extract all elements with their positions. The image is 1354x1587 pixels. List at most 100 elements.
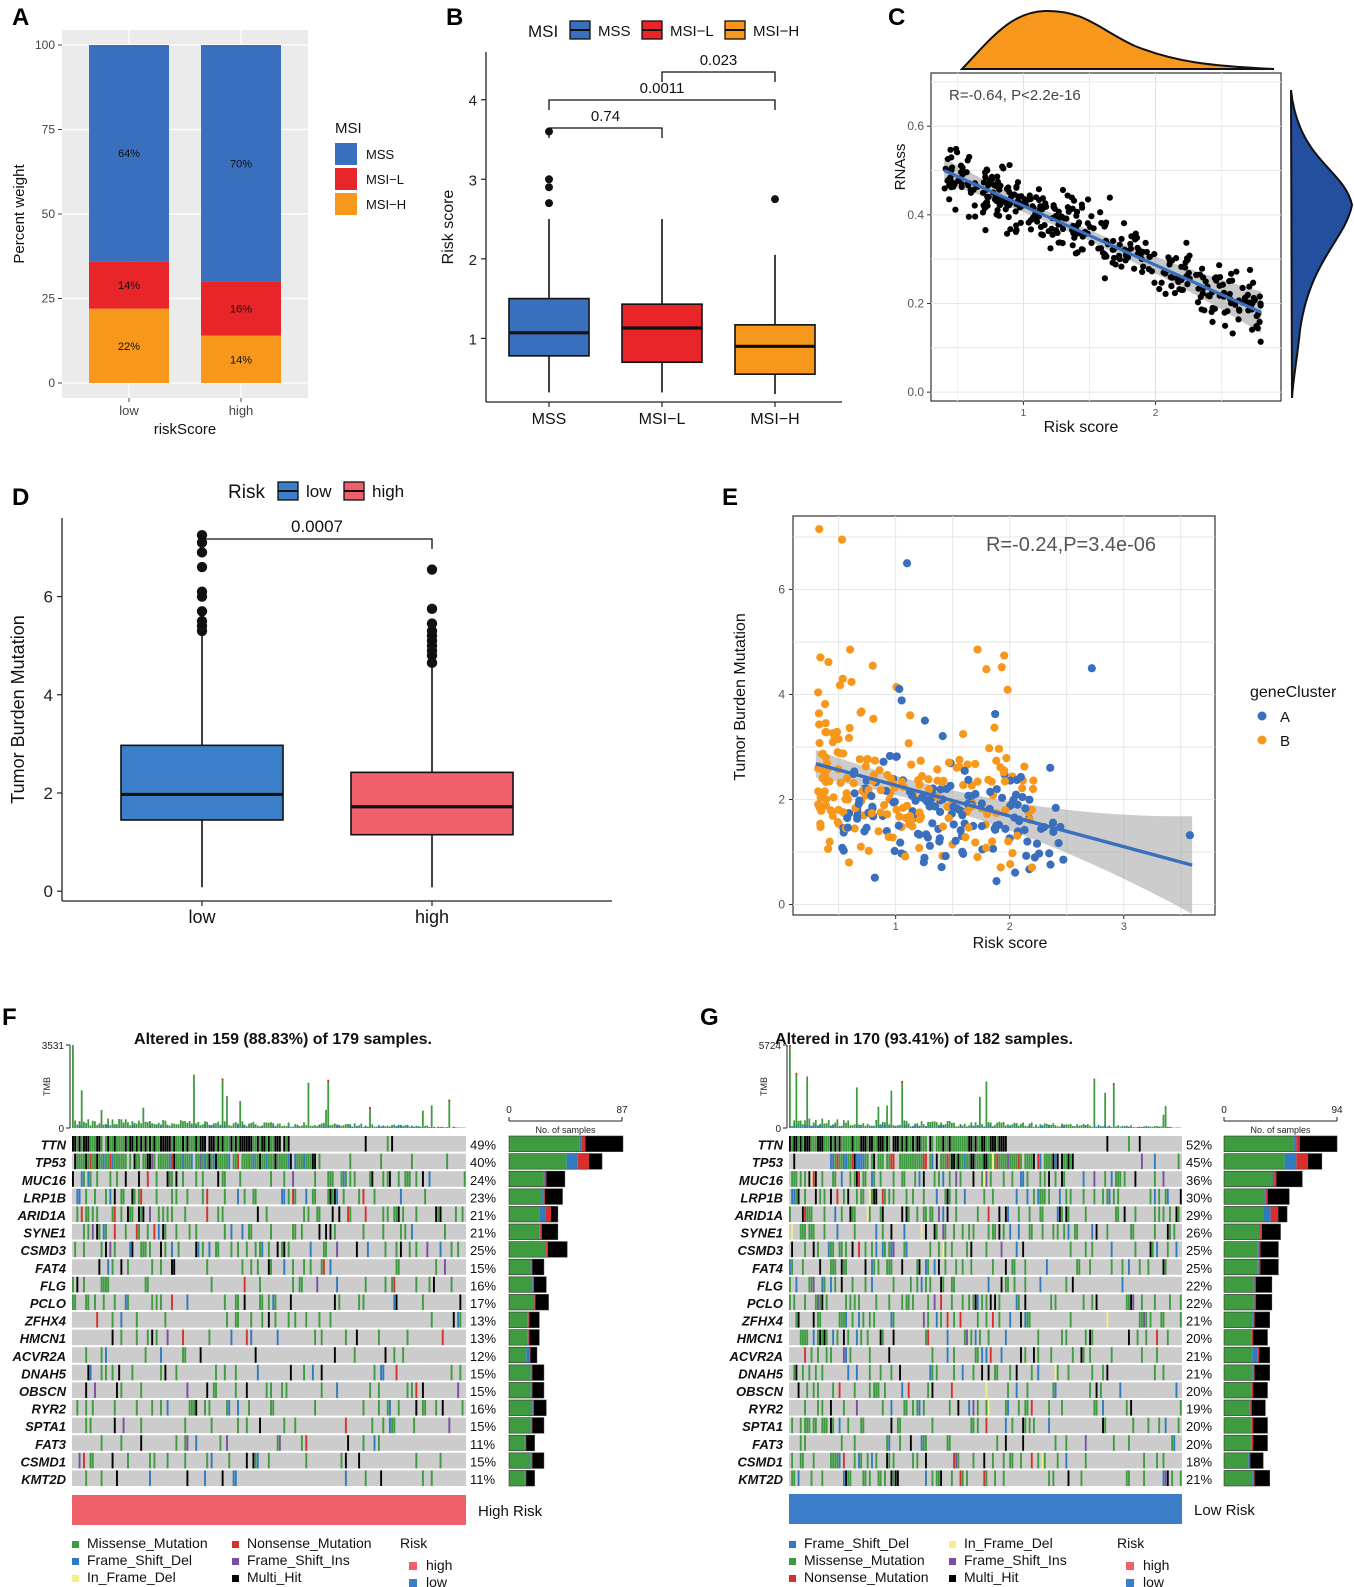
tmb-bar-segment <box>1112 1083 1115 1086</box>
mutation-cell <box>1138 1312 1141 1328</box>
mutation-cell <box>393 1276 396 1293</box>
mutation-cell <box>173 1259 176 1275</box>
mutation-cell <box>884 1382 886 1398</box>
mutation-cell <box>855 1188 858 1205</box>
legend-label: B <box>1280 733 1290 750</box>
legend-label: MSS <box>598 23 631 40</box>
data-point <box>1064 192 1071 199</box>
mutation-cell <box>825 1417 828 1434</box>
tmb-bar <box>259 1126 261 1128</box>
mutation-cell <box>142 1153 145 1170</box>
mutation-cell <box>113 1206 116 1222</box>
tmb-bar <box>100 1110 103 1128</box>
tmb-bar-segment <box>946 1125 949 1128</box>
gene-frequency-bar <box>509 1153 567 1170</box>
tmb-bar-segment <box>219 1125 222 1128</box>
data-point <box>954 177 962 184</box>
data-point-cluster-b <box>869 770 879 780</box>
gene-frequency-bar <box>531 1259 533 1275</box>
mutation-cell <box>912 1400 914 1416</box>
outlier-point <box>426 618 438 629</box>
tmb-bar <box>281 1126 283 1128</box>
mutation-cell <box>1011 1452 1014 1469</box>
mutation-cell <box>901 1136 904 1152</box>
gene-label: CSMD3 <box>20 1243 66 1258</box>
mutation-cell <box>270 1136 273 1152</box>
y-tick-label: 0.4 <box>907 208 924 222</box>
mutation-cell <box>100 1470 103 1486</box>
mutation-cell <box>186 1136 189 1152</box>
mutation-cell <box>985 1294 988 1310</box>
tmb-bar <box>188 1120 191 1128</box>
data-point-cluster-a <box>1001 824 1010 833</box>
mutation-cell <box>421 1400 424 1416</box>
mutation-cell <box>946 1153 949 1170</box>
mutation-cell <box>1128 1136 1130 1152</box>
oncoplot-row-background <box>72 1382 466 1398</box>
data-point <box>948 164 956 171</box>
mutation-cell <box>1048 1470 1050 1486</box>
mutation-cell <box>182 1136 184 1152</box>
bar-axis-min: 0 <box>1221 1105 1227 1116</box>
mutation-cell <box>83 1171 85 1187</box>
gene-frequency-bar <box>1260 1241 1279 1258</box>
data-point <box>1235 316 1242 323</box>
tmb-bar-segment <box>888 1125 891 1128</box>
tmb-bar <box>1130 1125 1132 1128</box>
data-point <box>995 198 1002 205</box>
data-point-cluster-a <box>854 799 863 808</box>
mutation-cell <box>243 1294 246 1310</box>
data-point <box>965 213 972 220</box>
mutation-cell <box>1162 1364 1165 1381</box>
data-point-cluster-a <box>949 820 958 829</box>
mutation-cell <box>1020 1347 1022 1363</box>
mutation-cell <box>72 1136 74 1152</box>
mutation-cell <box>840 1435 843 1451</box>
data-point-cluster-b <box>1020 762 1029 771</box>
mutation-cell <box>1013 1153 1016 1170</box>
mutation-cell <box>142 1206 145 1222</box>
data-point-cluster-a <box>997 793 1007 802</box>
tmb-bar <box>853 1124 856 1128</box>
mutation-cell <box>276 1153 279 1170</box>
mutation-cell <box>840 1136 843 1152</box>
y-tick-label: 0.2 <box>907 296 924 310</box>
mutation-cell <box>245 1417 248 1434</box>
gene-frequency-bar <box>528 1329 530 1346</box>
mutation-cell <box>981 1364 984 1381</box>
mutation-cell <box>1028 1206 1031 1222</box>
mutation-cell <box>825 1136 828 1152</box>
mutation-cell <box>164 1224 167 1240</box>
y-tick-label: 1 <box>469 331 477 348</box>
mutation-cell <box>248 1224 250 1240</box>
tmb-bar-segment <box>793 1125 796 1128</box>
mutation-cell <box>907 1136 910 1152</box>
mutation-cell <box>320 1329 323 1346</box>
mutation-cell <box>248 1400 250 1416</box>
mutation-cell <box>263 1153 266 1170</box>
tmb-bar <box>966 1126 968 1128</box>
tmb-bar <box>1123 1126 1126 1128</box>
tmb-bar <box>1074 1126 1076 1128</box>
mutation-cell <box>1017 1224 1020 1240</box>
mutation-cell <box>950 1153 953 1170</box>
mutation-cell <box>976 1136 979 1152</box>
mutation-cell <box>316 1276 319 1293</box>
mutation-cell <box>817 1400 819 1416</box>
mutation-cell <box>1011 1171 1014 1187</box>
mutation-cell <box>1173 1224 1176 1240</box>
mutation-cell <box>314 1400 317 1416</box>
y-tick-label: 50 <box>42 207 56 221</box>
data-point-cluster-b <box>821 753 831 762</box>
mutation-cell <box>188 1400 191 1416</box>
mutation-cell <box>342 1188 345 1205</box>
gene-frequency-bar-outline <box>508 1241 568 1258</box>
tmb-bar <box>129 1125 132 1128</box>
tmb-bar <box>283 1125 286 1128</box>
mutation-cell <box>1074 1224 1076 1240</box>
mutation-cell <box>89 1452 92 1469</box>
oncoplot-row-background <box>72 1470 466 1486</box>
tmb-bar <box>875 1120 878 1128</box>
gene-frequency-bar-outline <box>1223 1188 1290 1205</box>
